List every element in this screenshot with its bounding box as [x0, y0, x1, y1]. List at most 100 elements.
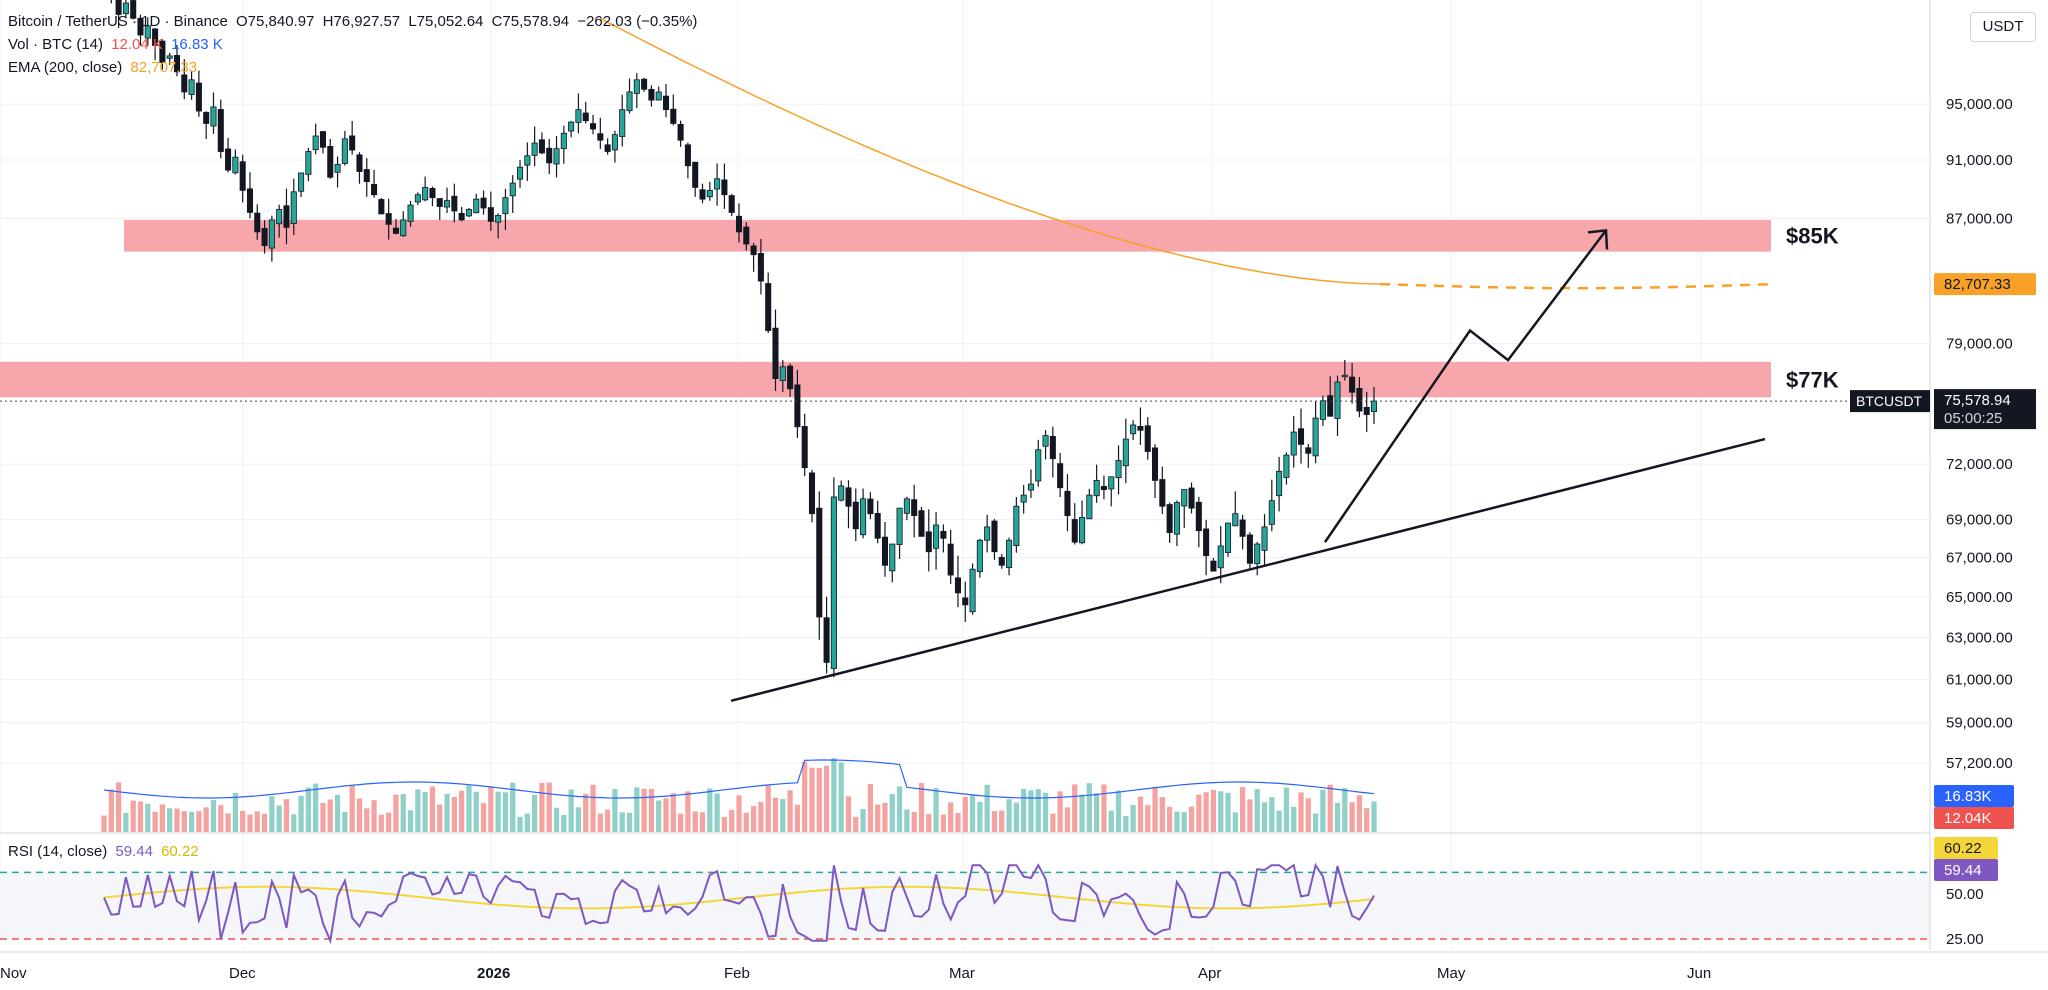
candle-body-up: [210, 106, 217, 127]
ohlc-low: L75,052.64: [408, 13, 484, 30]
candle-body-up: [611, 134, 618, 151]
volume-bar: [210, 799, 217, 832]
candle-body-up: [465, 209, 472, 217]
candle: [225, 137, 232, 173]
volume-bar: [1174, 811, 1180, 832]
volume-legend[interactable]: Vol · BTC (14) 12.04 K 16.83 K: [8, 35, 227, 55]
candle-body-down: [808, 472, 816, 515]
candle: [1283, 452, 1290, 485]
candle: [363, 158, 370, 197]
candle: [1246, 532, 1253, 570]
volume-bar: [1320, 789, 1326, 832]
volume-bar: [780, 798, 786, 832]
volume-bar: [656, 800, 662, 832]
candle: [1341, 359, 1348, 381]
candle: [407, 200, 414, 227]
candle-body-down: [692, 161, 699, 188]
volume-bar: [1013, 802, 1019, 832]
volume-bar: [1254, 789, 1260, 832]
candle: [1370, 387, 1378, 424]
candle: [1217, 526, 1224, 584]
ema-legend[interactable]: EMA (200, close) 82,707.33: [8, 58, 201, 78]
candle-body-up: [188, 79, 195, 95]
candle-body-up: [312, 135, 319, 151]
volume-bar: [1291, 806, 1297, 832]
ema-price-tag-bg: [1934, 273, 2036, 296]
candle-body-up: [633, 79, 640, 94]
candle: [1312, 401, 1319, 464]
candle-body-up: [1035, 449, 1042, 482]
candle-body-down: [852, 501, 859, 530]
candle: [283, 188, 290, 245]
candle: [1093, 464, 1100, 503]
candle-body-down: [765, 283, 772, 331]
candle: [743, 222, 750, 251]
candle: [1356, 377, 1363, 418]
volume-bar: [101, 815, 107, 832]
candle: [1349, 362, 1356, 404]
volume-bar: [283, 799, 290, 832]
candle-body-down: [451, 195, 458, 212]
candle: [1327, 376, 1334, 417]
volume-bar: [444, 793, 450, 832]
volume-ma-line: [103, 759, 1375, 799]
ema-line: [599, 17, 1381, 285]
candle: [597, 117, 604, 149]
volume-bar: [334, 794, 341, 832]
volume-tag: 12.04K: [1944, 810, 1992, 827]
candle-body-down: [137, 17, 144, 36]
candle: [422, 176, 429, 202]
volume-bar: [400, 794, 406, 832]
volume-bar: [955, 812, 961, 832]
current-price-tag: 75,578.94: [1944, 392, 2011, 409]
candle-body-up: [779, 366, 786, 381]
volume-bar: [838, 762, 844, 832]
candle-body-up: [860, 498, 867, 536]
candle-body-up: [706, 189, 713, 198]
candle-body-down: [261, 227, 268, 246]
candle-body-up: [933, 524, 940, 549]
volume-bar: [831, 758, 837, 832]
candle-body-up: [553, 148, 560, 165]
volume-bar: [933, 788, 939, 832]
candle: [1152, 444, 1159, 498]
volume-bar: [948, 802, 954, 832]
candle-body-up: [1254, 543, 1261, 565]
candle: [619, 94, 626, 147]
candle-body-up: [290, 191, 297, 224]
candle: [239, 154, 246, 203]
candle: [728, 194, 735, 217]
candle-body-up: [341, 138, 348, 164]
volume-bar: [772, 797, 779, 832]
candle-body-up: [655, 91, 662, 101]
currency-button[interactable]: USDT: [1970, 12, 2036, 42]
candle-body-down: [1203, 528, 1210, 556]
volume-bar: [196, 811, 202, 832]
candle-body-down: [378, 199, 385, 215]
candle-body-down: [246, 188, 254, 213]
volume-bar: [816, 767, 822, 832]
volume-bar: [1261, 802, 1268, 832]
candle-body-up: [896, 507, 903, 545]
time-tick-label: May: [1437, 965, 1466, 982]
candle-body-up: [422, 187, 429, 201]
candle: [794, 369, 801, 438]
price-tick-label: 61,000.00: [1946, 671, 2013, 688]
volume-bar: [488, 786, 494, 832]
time-tick-label: Feb: [724, 965, 750, 982]
candle-body-down: [772, 327, 779, 380]
candle-body-down: [283, 205, 290, 228]
candle-body-up: [232, 156, 239, 174]
rsi-legend[interactable]: RSI (14, close) 59.44 60.22: [8, 842, 203, 862]
volume-bar: [1334, 802, 1341, 832]
candle-body-down: [757, 253, 764, 282]
candle: [998, 554, 1005, 569]
candle-body-down: [816, 507, 823, 618]
volume-bar: [1364, 808, 1370, 832]
volume-bar: [787, 790, 793, 832]
volume-bar: [1108, 810, 1114, 832]
candle: [903, 496, 910, 521]
symbol-legend[interactable]: Bitcoin / TetherUS · 1D · Binance O75,84…: [8, 12, 701, 32]
candle: [838, 480, 845, 502]
